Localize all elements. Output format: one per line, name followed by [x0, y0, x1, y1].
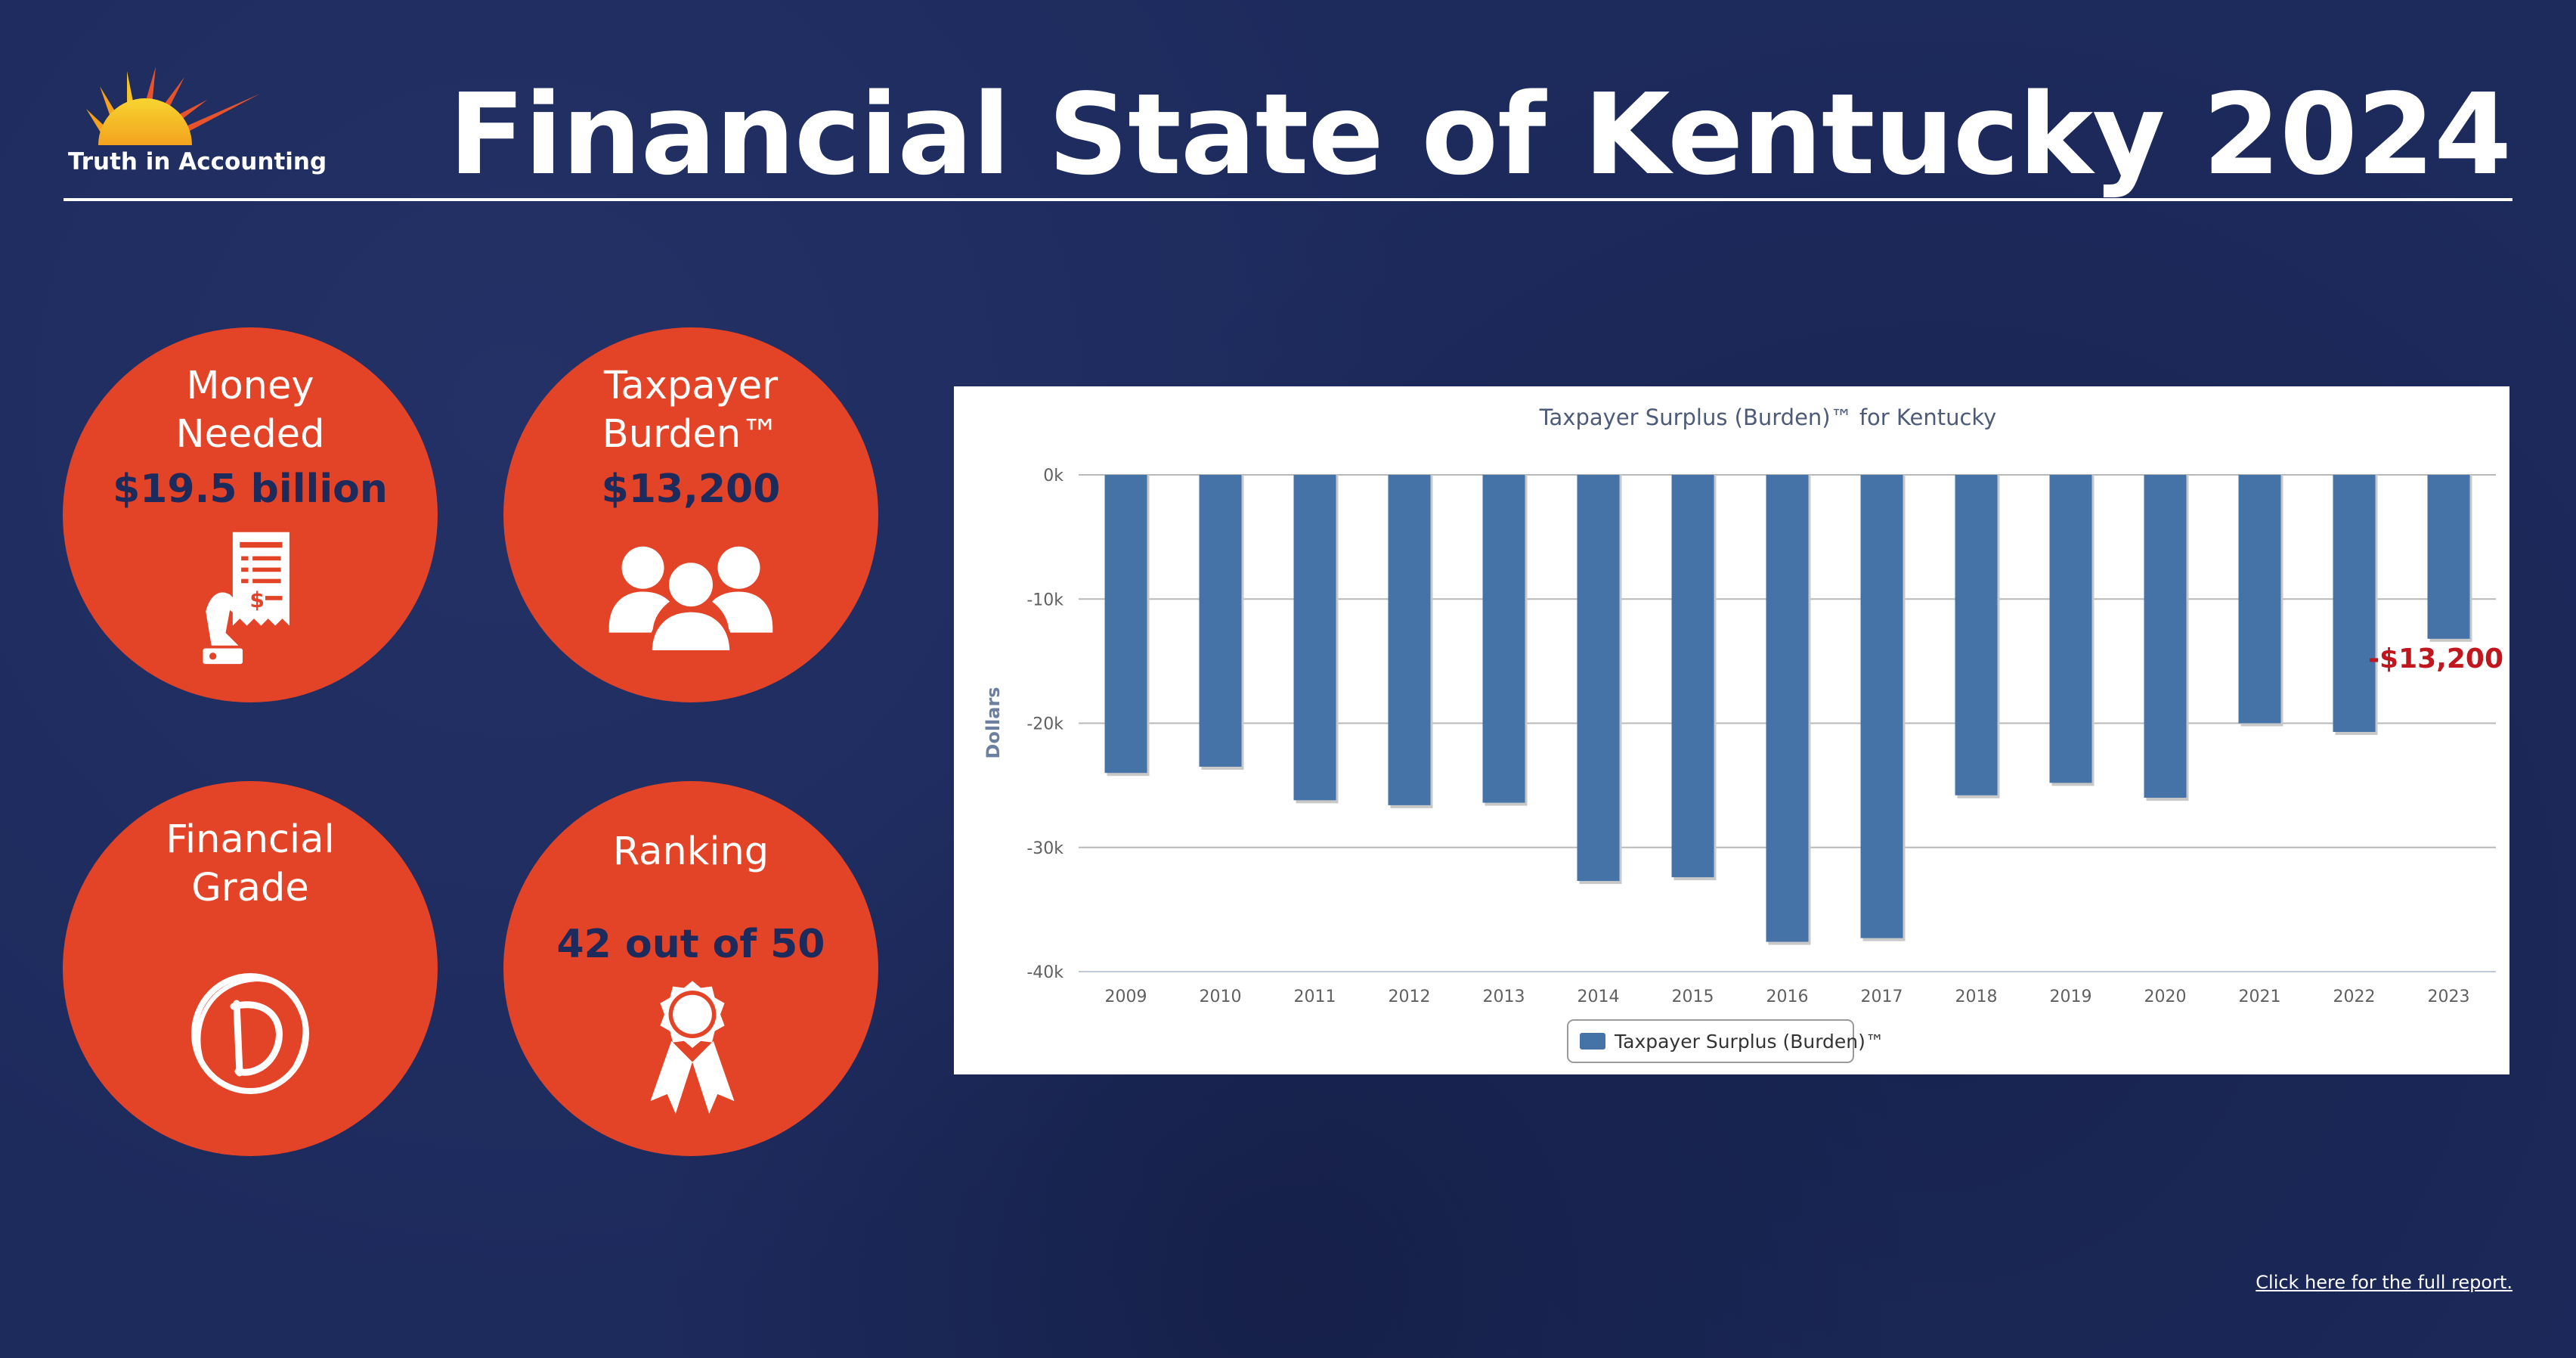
x-tick-label: 2016	[1766, 987, 1809, 1006]
x-tick-label: 2009	[1105, 987, 1147, 1006]
financial-grade-card: Financial Grade	[63, 781, 438, 1156]
x-tick-label: 2022	[2333, 987, 2376, 1006]
bar-2017[interactable]	[1860, 475, 1903, 938]
award-ribbon-icon	[650, 981, 735, 1114]
callout-label: -$13,200	[2368, 643, 2503, 674]
y-tick-label: 0k	[1043, 467, 1064, 485]
x-tick-label: 2021	[2239, 987, 2281, 1006]
chart-title: Taxpayer Surplus (Burden)™ for Kentucky	[1539, 405, 1997, 430]
y-tick-label: -20k	[1026, 715, 1064, 734]
logo-text: Truth in Accounting	[68, 148, 327, 175]
x-tick-label: 2020	[2144, 987, 2187, 1006]
x-tick-label: 2023	[2428, 987, 2470, 1006]
bar-2011[interactable]	[1293, 475, 1336, 801]
bar-2010[interactable]	[1199, 475, 1242, 767]
y-tick-label: -30k	[1026, 839, 1064, 858]
x-tick-label: 2011	[1294, 987, 1336, 1006]
bar-2022[interactable]	[2333, 475, 2376, 732]
money-needed-value: $19.5 billion	[113, 467, 388, 512]
chart-legend[interactable]: Taxpayer Surplus (Burden)™	[1567, 1019, 1884, 1063]
ranking-value: 42 out of 50	[556, 922, 825, 967]
financial-grade-label: Financial Grade	[166, 817, 335, 910]
money-needed-card: Money Needed $19.5 billion $	[63, 327, 438, 702]
bar-2021[interactable]	[2238, 475, 2281, 724]
x-tick-label: 2019	[2050, 987, 2092, 1006]
bar-2015[interactable]	[1671, 475, 1714, 878]
bar-2009[interactable]	[1104, 475, 1147, 774]
page-title: Financial State of Kentucky 2024	[448, 70, 2512, 200]
bar-2019[interactable]	[2049, 475, 2092, 783]
bar-2012[interactable]	[1388, 475, 1431, 805]
y-tick-label: -40k	[1026, 963, 1064, 982]
x-tick-label: 2015	[1672, 987, 1714, 1006]
x-tick-label: 2014	[1577, 987, 1620, 1006]
bar-2014[interactable]	[1577, 475, 1620, 882]
bar-2023[interactable]	[2427, 475, 2470, 639]
svg-text:$: $	[249, 588, 265, 612]
bar-2016[interactable]	[1766, 475, 1809, 942]
x-tick-label: 2017	[1861, 987, 1903, 1006]
legend-swatch	[1580, 1033, 1605, 1050]
x-tick-label: 2013	[1483, 987, 1525, 1006]
money-needed-label: Money Needed	[175, 364, 325, 457]
taxpayer-burden-value: $13,200	[601, 467, 781, 512]
y-tick-label: -10k	[1026, 591, 1064, 609]
chart-svg: Taxpayer Surplus (Burden)™ for Kentucky …	[983, 405, 2503, 1063]
full-report-link[interactable]: Click here for the full report.	[2256, 1272, 2513, 1293]
header-divider	[63, 198, 2513, 201]
x-tick-label: 2010	[1200, 987, 1242, 1006]
bar-2013[interactable]	[1482, 475, 1525, 803]
taxpayer-burden-card: Taxpayer Burden™ $13,200	[503, 327, 878, 702]
bill-payment-icon: $	[203, 532, 289, 665]
people-group-icon	[608, 546, 773, 654]
taxpayer-burden-chart: Taxpayer Surplus (Burden)™ for Kentucky …	[954, 386, 2509, 1074]
x-tick-label: 2012	[1389, 987, 1431, 1006]
grade-d-icon	[191, 973, 309, 1094]
bar-2020[interactable]	[2144, 475, 2187, 798]
bar-2018[interactable]	[1955, 475, 1998, 795]
y-axis-label: Dollars	[983, 687, 1004, 758]
ranking-label: Ranking	[612, 829, 769, 874]
x-tick-label: 2018	[1955, 987, 1998, 1006]
ranking-card: Ranking 42 out of 50	[503, 781, 878, 1156]
truth-in-accounting-logo	[86, 67, 260, 145]
legend-label: Taxpayer Surplus (Burden)™	[1614, 1031, 1884, 1053]
taxpayer-burden-label: Taxpayer Burden™	[602, 364, 780, 457]
